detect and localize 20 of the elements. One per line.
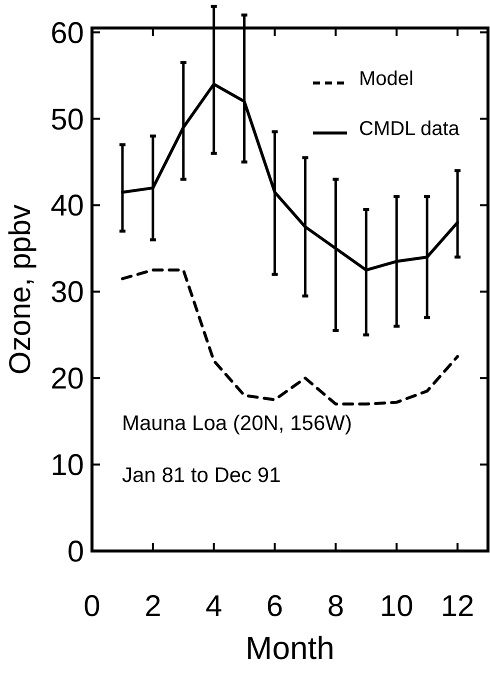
x-tick-label: 8 bbox=[327, 590, 344, 623]
y-tick-label: 50 bbox=[50, 103, 84, 136]
legend-label: Model bbox=[359, 68, 414, 90]
y-tick-label: 40 bbox=[50, 190, 84, 223]
y-tick-label: 0 bbox=[67, 536, 84, 568]
x-tick-label: 6 bbox=[266, 590, 284, 623]
x-tick-label: 4 bbox=[206, 590, 222, 623]
annotation: Jan 81 to Dec 91 bbox=[122, 464, 281, 487]
x-axis-title: Month bbox=[246, 630, 334, 666]
legend-label: CMDL data bbox=[359, 118, 460, 140]
y-tick-label: 10 bbox=[50, 449, 84, 482]
annotation: Mauna Loa (20N, 156W) bbox=[122, 412, 352, 435]
y-axis-title: Ozone, ppbv bbox=[4, 204, 37, 375]
x-tick-label: 10 bbox=[380, 590, 414, 623]
x-tick-label: 12 bbox=[440, 590, 474, 623]
y-tick-label: 60 bbox=[50, 16, 84, 50]
line-series bbox=[120, 268, 460, 406]
y-tick-label: 30 bbox=[50, 276, 84, 310]
y-tick-label: 20 bbox=[50, 362, 84, 396]
x-tick-label: 2 bbox=[144, 590, 162, 623]
